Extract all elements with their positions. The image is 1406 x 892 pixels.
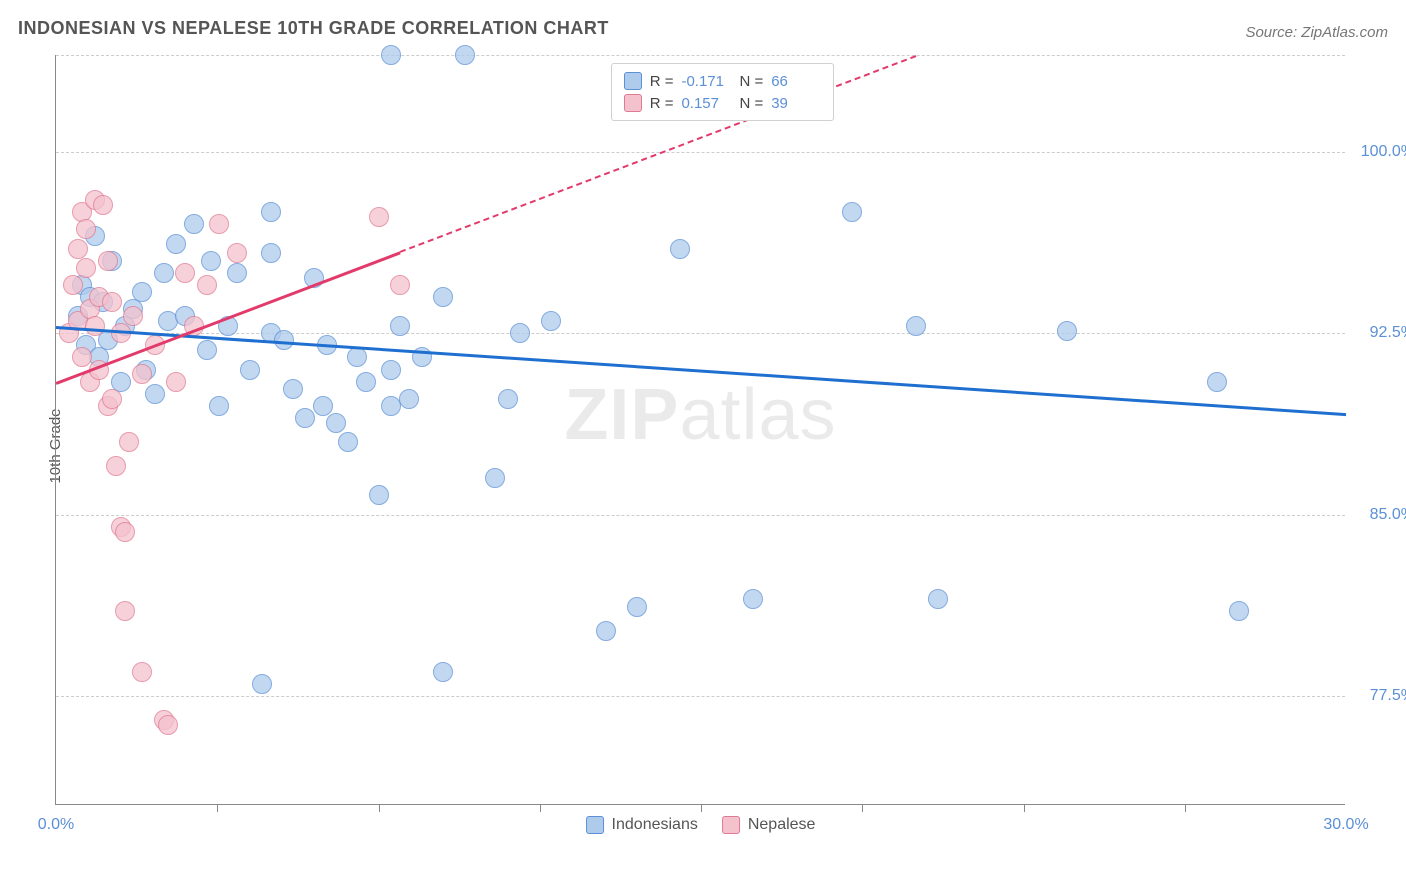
scatter-point	[175, 263, 195, 283]
scatter-point	[72, 347, 92, 367]
scatter-point	[209, 396, 229, 416]
scatter-point	[743, 589, 763, 609]
scatter-point	[510, 323, 530, 343]
scatter-point	[85, 316, 105, 336]
x-tick-label-max: 30.0%	[1323, 816, 1368, 834]
scatter-point	[166, 234, 186, 254]
x-tick	[1024, 804, 1025, 812]
scatter-point	[102, 389, 122, 409]
scatter-point	[390, 275, 410, 295]
scatter-point	[227, 243, 247, 263]
legend-swatch	[722, 816, 740, 834]
scatter-point	[326, 413, 346, 433]
scatter-point	[498, 389, 518, 409]
legend-item: Nepalese	[722, 816, 816, 834]
scatter-point	[283, 379, 303, 399]
legend-row: R = -0.171N = 66	[624, 70, 822, 92]
scatter-point	[381, 360, 401, 380]
scatter-point	[390, 316, 410, 336]
y-tick-label: 100.0%	[1355, 143, 1406, 161]
scatter-point	[76, 219, 96, 239]
scatter-point	[158, 715, 178, 735]
scatter-point	[93, 195, 113, 215]
legend-row: R = 0.157N = 39	[624, 92, 822, 114]
x-tick-label-min: 0.0%	[38, 816, 74, 834]
scatter-point	[106, 456, 126, 476]
legend-swatch	[624, 72, 642, 90]
x-tick	[379, 804, 380, 812]
scatter-point	[197, 340, 217, 360]
scatter-point	[102, 292, 122, 312]
y-tick-label: 77.5%	[1355, 687, 1406, 705]
scatter-point	[356, 372, 376, 392]
scatter-point	[369, 485, 389, 505]
scatter-point	[132, 662, 152, 682]
scatter-point	[369, 207, 389, 227]
scatter-point	[1057, 321, 1077, 341]
scatter-point	[68, 239, 88, 259]
x-tick	[701, 804, 702, 812]
scatter-point	[197, 275, 217, 295]
x-tick	[862, 804, 863, 812]
scatter-point	[670, 239, 690, 259]
x-tick	[1185, 804, 1186, 812]
scatter-point	[261, 202, 281, 222]
series-legend: Indonesians Nepalese	[586, 816, 816, 834]
scatter-point	[252, 674, 272, 694]
legend-item: Indonesians	[586, 816, 698, 834]
scatter-point	[313, 396, 333, 416]
scatter-point	[209, 214, 229, 234]
scatter-point	[596, 621, 616, 641]
scatter-point	[227, 263, 247, 283]
scatter-point	[76, 258, 96, 278]
gridline	[56, 152, 1345, 153]
scatter-point	[166, 372, 186, 392]
scatter-point	[338, 432, 358, 452]
y-tick-label: 85.0%	[1355, 506, 1406, 524]
scatter-point	[1229, 601, 1249, 621]
scatter-plot-area: ZIPatlas 77.5%85.0%92.5%100.0%0.0%30.0%R…	[55, 55, 1345, 805]
scatter-point	[399, 389, 419, 409]
scatter-point	[627, 597, 647, 617]
gridline	[56, 333, 1345, 334]
y-tick-label: 92.5%	[1355, 324, 1406, 342]
scatter-point	[295, 408, 315, 428]
scatter-point	[145, 384, 165, 404]
scatter-point	[485, 468, 505, 488]
scatter-point	[906, 316, 926, 336]
scatter-point	[433, 662, 453, 682]
x-tick	[217, 804, 218, 812]
correlation-legend: R = -0.171N = 66R = 0.157N = 39	[611, 63, 835, 121]
scatter-point	[63, 275, 83, 295]
scatter-point	[347, 347, 367, 367]
chart-title: INDONESIAN VS NEPALESE 10TH GRADE CORREL…	[18, 18, 609, 39]
scatter-point	[115, 601, 135, 621]
source-attribution: Source: ZipAtlas.com	[1245, 24, 1388, 41]
scatter-point	[842, 202, 862, 222]
legend-swatch	[624, 94, 642, 112]
scatter-point	[119, 432, 139, 452]
scatter-point	[115, 522, 135, 542]
scatter-point	[201, 251, 221, 271]
scatter-point	[261, 243, 281, 263]
scatter-point	[455, 45, 475, 65]
scatter-point	[132, 364, 152, 384]
scatter-point	[541, 311, 561, 331]
scatter-point	[123, 306, 143, 326]
scatter-point	[381, 45, 401, 65]
scatter-point	[928, 589, 948, 609]
x-tick	[540, 804, 541, 812]
legend-swatch	[586, 816, 604, 834]
scatter-point	[433, 287, 453, 307]
gridline	[56, 515, 1345, 516]
watermark-text: ZIPatlas	[564, 374, 836, 456]
scatter-point	[154, 263, 174, 283]
scatter-point	[184, 214, 204, 234]
scatter-point	[240, 360, 260, 380]
scatter-point	[1207, 372, 1227, 392]
gridline	[56, 55, 1345, 56]
scatter-point	[132, 282, 152, 302]
scatter-point	[98, 251, 118, 271]
gridline	[56, 696, 1345, 697]
